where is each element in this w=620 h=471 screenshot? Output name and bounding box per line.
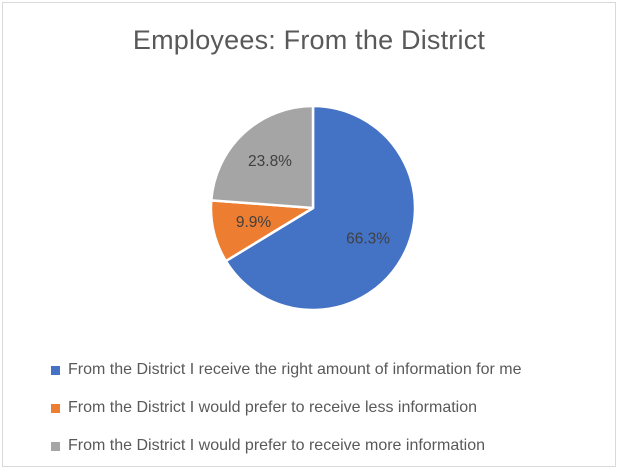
legend-item-less-information: From the District I would prefer to rece… bbox=[51, 389, 522, 427]
pie-slice-0 bbox=[224, 104, 417, 312]
legend-swatch-less-information bbox=[51, 403, 60, 413]
legend-label-more-information: From the District I would prefer to rece… bbox=[68, 437, 486, 454]
pie-data-label-1: 9.9% bbox=[236, 214, 272, 231]
legend-label-right-amount: From the District I receive the right am… bbox=[68, 361, 522, 378]
pie-labels: 66.3% 9.9% 23.8% bbox=[236, 153, 390, 247]
pie-slices bbox=[209, 104, 417, 312]
legend-item-right-amount: From the District I receive the right am… bbox=[51, 351, 522, 389]
legend-item-more-information: From the District I would prefer to rece… bbox=[51, 427, 522, 465]
chart-area: Employees: From the District 66.3% 9.9% 23… bbox=[2, 2, 616, 467]
pie-data-label-0: 66.3% bbox=[346, 231, 390, 248]
pie-data-label-2: 23.8% bbox=[248, 153, 292, 170]
pie-slice-2 bbox=[210, 104, 315, 210]
legend: From the District I receive the right am… bbox=[51, 351, 522, 465]
legend-swatch-more-information bbox=[51, 441, 60, 451]
pie-chart: 66.3% 9.9% 23.8% bbox=[209, 104, 417, 312]
legend-swatch-right-amount bbox=[51, 365, 60, 375]
chart-title: Employees: From the District bbox=[132, 25, 486, 55]
legend-label-less-information: From the District I would prefer to rece… bbox=[68, 399, 478, 416]
